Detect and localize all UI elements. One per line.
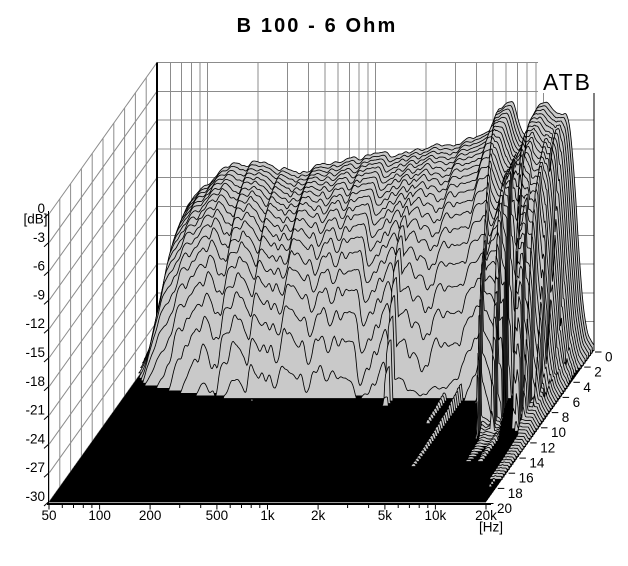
svg-text:ATB: ATB <box>543 69 592 95</box>
svg-text:14: 14 <box>529 456 545 471</box>
svg-text:[dB]: [dB] <box>23 212 47 227</box>
svg-text:B 100 - 6 Ohm: B 100 - 6 Ohm <box>237 15 398 37</box>
svg-text:4: 4 <box>583 380 591 395</box>
svg-text:-27: -27 <box>25 460 45 475</box>
svg-text:50: 50 <box>41 508 56 523</box>
svg-text:20: 20 <box>497 501 512 516</box>
svg-text:18: 18 <box>508 486 523 501</box>
svg-text:0: 0 <box>37 201 45 216</box>
svg-text:16: 16 <box>519 471 534 486</box>
svg-text:2k: 2k <box>311 508 326 523</box>
svg-text:8: 8 <box>562 410 570 425</box>
svg-text:200: 200 <box>139 508 162 523</box>
svg-text:1k: 1k <box>260 508 275 523</box>
svg-text:100: 100 <box>88 508 111 523</box>
svg-text:500: 500 <box>206 508 229 523</box>
svg-text:-24: -24 <box>25 431 45 446</box>
svg-text:[Hz]: [Hz] <box>479 520 503 535</box>
svg-text:0: 0 <box>605 350 613 365</box>
svg-text:-12: -12 <box>25 316 45 331</box>
svg-text:10k: 10k <box>425 508 447 523</box>
svg-text:6: 6 <box>573 395 581 410</box>
svg-text:-9: -9 <box>33 287 45 302</box>
svg-text:-6: -6 <box>33 259 45 274</box>
svg-text:20k: 20k <box>475 508 497 523</box>
svg-text:-30: -30 <box>25 489 45 504</box>
svg-text:12: 12 <box>540 440 555 455</box>
svg-text:-3: -3 <box>33 230 45 245</box>
svg-text:-18: -18 <box>25 374 45 389</box>
svg-text:10: 10 <box>551 425 566 440</box>
svg-text:2: 2 <box>594 365 602 380</box>
svg-text:-15: -15 <box>25 345 45 360</box>
svg-text:-21: -21 <box>25 403 45 418</box>
svg-text:5k: 5k <box>378 508 393 523</box>
